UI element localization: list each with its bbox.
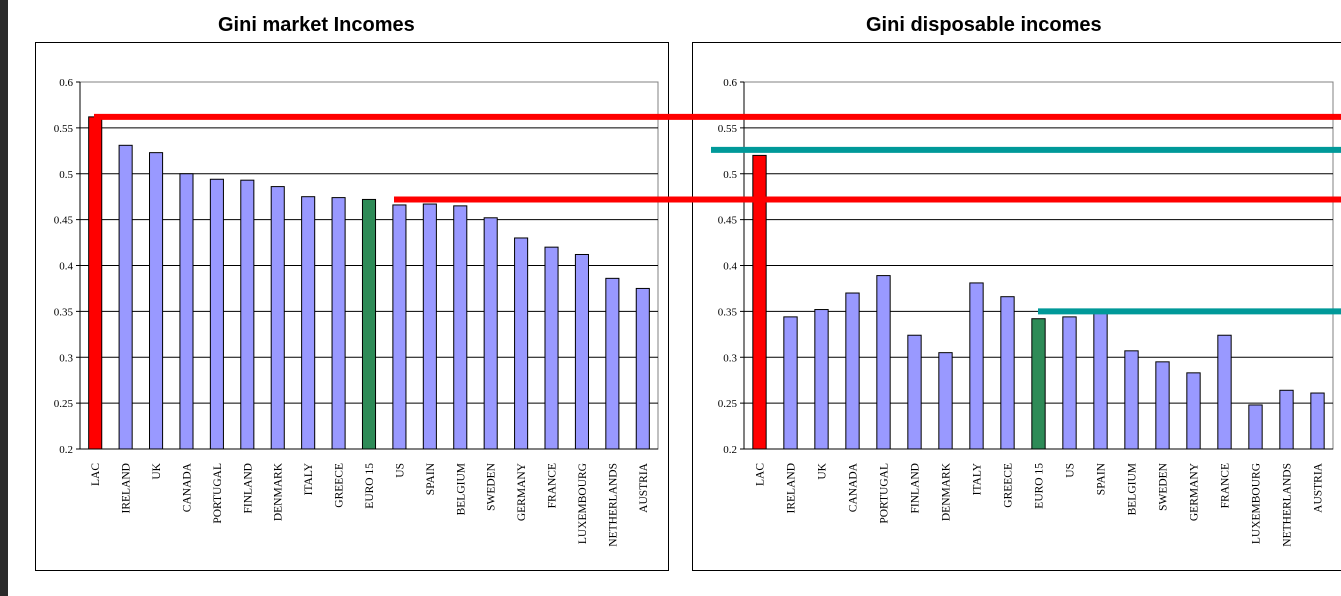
market-xtick-label: PORTUGAL — [212, 463, 224, 524]
disposable-bar — [1310, 392, 1325, 450]
market-xtick-label: UK — [151, 462, 163, 479]
market-xtick-label: DENMARK — [273, 462, 285, 521]
disposable-bar — [1217, 334, 1232, 450]
market-bar — [331, 197, 346, 450]
market-xtick-label: SPAIN — [425, 462, 437, 495]
disposable-bar — [1124, 350, 1139, 450]
market-bar — [483, 217, 498, 450]
market-bar — [514, 237, 529, 450]
market-xtick-label: GREECE — [334, 463, 346, 508]
market-ytick-label: 0.55 — [54, 123, 74, 135]
market-ytick-label: 0.2 — [59, 444, 73, 456]
market-xtick-label: LUXEMBOURG — [577, 463, 589, 544]
disposable-xtick-label: AUSTRIA — [1313, 462, 1325, 513]
market-bar — [179, 173, 194, 450]
disposable-bar — [1186, 372, 1201, 450]
disposable-bar — [1279, 389, 1294, 450]
disposable-xtick-label: ITALY — [972, 462, 984, 495]
market-ytick-label: 0.45 — [54, 215, 74, 227]
market-ytick-label: 0.4 — [59, 261, 73, 273]
disposable-xtick-label: US — [1065, 463, 1077, 478]
market-ytick-label: 0.35 — [54, 306, 74, 318]
disposable-bar — [1248, 404, 1263, 450]
disposable-bar — [752, 154, 767, 450]
disposable-ytick-label: 0.2 — [723, 444, 737, 456]
disposable-ytick-label: 0.4 — [723, 261, 737, 273]
disposable-xtick-label: CANADA — [848, 462, 860, 512]
market-bar — [118, 144, 133, 450]
disposable-ytick-label: 0.35 — [718, 306, 738, 318]
disposable-xtick-label: PORTUGAL — [879, 463, 891, 524]
market-xtick-label: EURO 15 — [364, 463, 376, 509]
disposable-ytick-label: 0.55 — [718, 123, 738, 135]
chart-title-market: Gini market Incomes — [218, 14, 415, 36]
market-bar — [635, 287, 650, 450]
market-xtick-label: CANADA — [181, 462, 193, 512]
market-bar — [392, 204, 407, 450]
disposable-ytick-label: 0.5 — [723, 169, 737, 181]
disposable-xtick-label: GREECE — [1003, 463, 1015, 508]
disposable-bar — [1093, 310, 1108, 450]
disposable-ytick-label: 0.3 — [723, 352, 737, 364]
disposable-xtick-label: EURO 15 — [1034, 463, 1046, 509]
market-bar — [361, 198, 377, 450]
disposable-bar — [1031, 318, 1046, 450]
market-ytick-label: 0.25 — [54, 398, 74, 410]
disposable-xtick-label: FINLAND — [910, 463, 922, 513]
chart-title-disposable: Gini disposable incomes — [866, 14, 1102, 36]
market-xtick-label: US — [394, 463, 406, 478]
market-xtick-label: IRELAND — [121, 463, 133, 513]
disposable-xtick-label: SPAIN — [1096, 462, 1108, 495]
disposable-xtick-label: SWEDEN — [1158, 462, 1170, 511]
disposable-bar — [814, 309, 829, 450]
disposable-bar — [1062, 316, 1077, 450]
disposable-xtick-label: DENMARK — [941, 462, 953, 521]
disposable-xtick-label: FRANCE — [1220, 463, 1232, 508]
market-bar — [209, 178, 224, 450]
chart-canvas: 0.2 0.25 0.3 0.35 0.4 0.45 0.5 0.55 0.6 LAC IRELAN… — [54, 77, 1341, 547]
market-bar — [453, 205, 468, 450]
disposable-xtick-label: GERMANY — [1189, 462, 1201, 521]
market-xtick-label: BELGIUM — [455, 463, 467, 515]
market-bar — [270, 186, 285, 450]
disposable-bar — [876, 275, 891, 450]
market-xtick-label: ITALY — [303, 462, 315, 495]
disposable-ytick-label: 0.6 — [723, 77, 737, 89]
market-bar — [605, 277, 620, 450]
market-bar — [301, 196, 316, 450]
market-xtick-label: SWEDEN — [486, 462, 498, 511]
market-ytick-label: 0.5 — [59, 169, 73, 181]
market-bar — [422, 203, 437, 450]
market-bar — [240, 179, 255, 450]
disposable-bar — [845, 292, 860, 450]
disposable-bar — [783, 316, 798, 450]
disposable-ytick-label: 0.45 — [718, 215, 738, 227]
disposable-bar — [1155, 361, 1170, 450]
market-xtick-label: GERMANY — [516, 462, 528, 521]
disposable-bar — [1000, 296, 1015, 450]
market-xtick-label: FINLAND — [242, 463, 254, 513]
disposable-xtick-label: BELGIUM — [1127, 463, 1139, 515]
disposable-xtick-label: IRELAND — [786, 463, 798, 513]
market-bar — [544, 246, 559, 450]
disposable-ytick-label: 0.25 — [718, 398, 738, 410]
market-bar — [574, 253, 589, 450]
market-ytick-label: 0.3 — [59, 352, 73, 364]
market-xtick-label: FRANCE — [547, 463, 559, 508]
disposable-xtick-label: LUXEMBOURG — [1251, 463, 1263, 544]
slide: Gini market Incomes Gini disposable inco… — [8, 0, 1341, 596]
disposable-xtick-label: NETHERLANDS — [1282, 463, 1294, 547]
disposable-bar — [969, 282, 984, 450]
market-xtick-label: NETHERLANDS — [607, 463, 619, 547]
disposable-xtick-label: LAC — [755, 463, 767, 486]
disposable-xtick-label: UK — [817, 462, 829, 479]
market-ytick-label: 0.6 — [59, 77, 73, 89]
disposable-bar — [907, 334, 922, 450]
market-bar — [88, 116, 103, 450]
market-bar — [149, 152, 164, 450]
market-xtick-label: LAC — [90, 463, 102, 486]
market-xtick-label: AUSTRIA — [638, 462, 650, 513]
disposable-bar — [938, 352, 953, 450]
